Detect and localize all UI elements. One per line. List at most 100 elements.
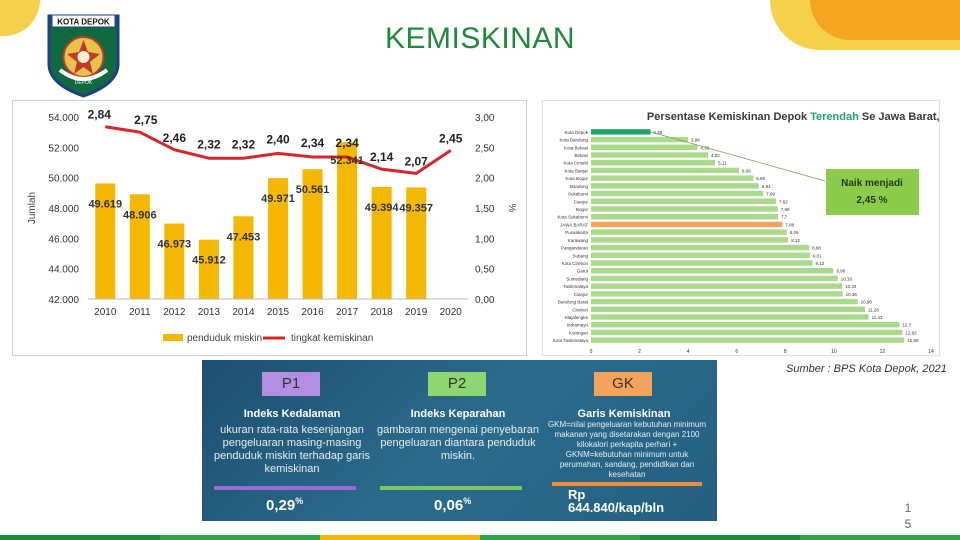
bar [406, 187, 427, 299]
category-label: Bandung Barat [558, 300, 589, 305]
bar [591, 337, 905, 343]
p2-description: gambaran mengenai penyebaran pengeluaran… [376, 424, 540, 462]
p1-badge: P1 [262, 372, 320, 396]
bar-data-label: 6,09 [742, 168, 751, 173]
bar [591, 275, 838, 282]
y-tick-label: 50.000 [48, 174, 79, 185]
category-label: Kota Bogor [565, 176, 588, 181]
bar [591, 198, 777, 204]
bar-data-label: 49.971 [261, 193, 295, 205]
bar [302, 169, 323, 299]
bar-data-label: 12,82 [905, 330, 917, 335]
bar-data-label: 48.906 [123, 209, 157, 221]
x-tick-label: 2013 [198, 307, 221, 318]
p1-heading: Indeks Kedalaman [243, 408, 341, 420]
y-tick-label: 54.000 [48, 113, 79, 124]
bar-data-label: 10,34 [845, 284, 857, 289]
bar [591, 329, 903, 336]
chart-title: Persentase Kemiskinan Depok Terendah Se … [647, 111, 941, 123]
bar-data-label: 47.453 [227, 231, 261, 243]
bar-data-label: 7,62 [779, 199, 788, 204]
annotation-text: 2,45 % [856, 195, 887, 206]
bar [371, 186, 392, 299]
bar [591, 152, 709, 158]
y2-tick-label: 1,50 [475, 204, 495, 215]
bar [591, 306, 865, 312]
p2-value: 0,06% [434, 496, 472, 514]
bar-data-label: 9,12 [815, 261, 824, 266]
gk-badge: GK [594, 372, 652, 396]
bar [591, 214, 778, 220]
regional-poverty-chart: Persentase Kemiskinan Depok Terendah Se … [553, 111, 960, 355]
x-tick-label: 10 [831, 349, 837, 355]
line-data-label: 2,07 [405, 154, 429, 168]
line-data-label: 2,46 [163, 131, 187, 145]
bar-data-label: 8,06 [790, 230, 799, 235]
bar-data-label: 7,69 [781, 207, 790, 212]
y2-tick-label: 3,00 [475, 113, 495, 124]
bar-data-label: 10,16 [841, 276, 853, 281]
annotation-text: Naik menjadi [841, 178, 903, 189]
category-label: Garut [577, 269, 589, 274]
y2-tick-label: 2,00 [475, 174, 495, 185]
x-tick-label: 2019 [405, 307, 428, 318]
line-data-label: 2,14 [370, 150, 394, 164]
bar-data-label: 46.973 [158, 239, 192, 251]
bar [591, 244, 810, 251]
bar-data-label: 8,98 [812, 246, 821, 251]
category-label: Cianjur [574, 292, 589, 297]
bar [591, 260, 813, 266]
category-label: Kota Bandung [559, 138, 588, 143]
bar-data-label: 49.619 [88, 198, 122, 210]
y-tick-label: 42.000 [48, 295, 79, 306]
line-data-label: 2,84 [88, 108, 112, 122]
bar [591, 291, 843, 297]
bar-data-label: 10,98 [861, 300, 873, 305]
source-note: Sumber : BPS Kota Depok, 2021 [786, 363, 947, 375]
bar-data-label: 6,68 [756, 176, 765, 181]
bottom-color-strip [0, 535, 960, 540]
bar-data-label: 12,7 [902, 323, 911, 328]
corner-decoration-right-inner [810, 0, 960, 40]
x-tick-label: 0 [590, 349, 593, 355]
x-tick-label: 2 [638, 349, 641, 355]
bar-data-label: 11,43 [872, 315, 883, 320]
category-label: Kota Sukabumi [557, 215, 588, 220]
y-axis-label: Jumlah [27, 192, 38, 224]
x-tick-label: 2012 [163, 307, 186, 318]
p2-heading: Indeks Keparahan [410, 408, 506, 420]
category-label: Cianjur [574, 199, 589, 204]
category-label: Kota Depok [564, 130, 588, 135]
x-tick-label: 12 [880, 349, 886, 355]
x-tick-label: 14 [928, 349, 934, 355]
gk-heading: Garis Kemiskinan [577, 408, 671, 420]
bar [591, 183, 759, 189]
bar-data-label: 50.561 [296, 184, 330, 196]
kota-depok-logo: KOTA DEPOK DEPOK [47, 14, 120, 98]
page-title: KEMISKINAN [384, 22, 576, 55]
y2-tick-label: 0,50 [475, 265, 495, 276]
category-label: Cirebon [572, 307, 588, 312]
x-tick-label: 6 [735, 349, 738, 355]
category-label: Indramayu [567, 323, 589, 328]
line-data-label: 2,45 [439, 131, 463, 145]
regional-poverty-chart-panel: Persentase Kemiskinan Depok Terendah Se … [542, 100, 960, 356]
page-number: 1 5 [904, 501, 912, 531]
p2-underline [380, 486, 522, 490]
y2-axis-label: % [506, 204, 517, 213]
bar [591, 221, 783, 228]
x-tick-label: 2015 [267, 307, 290, 318]
bar [591, 283, 843, 289]
bar-data-label: 49.357 [399, 202, 433, 214]
category-label: Kota Bekasi [564, 145, 588, 150]
category-label: Sukabumi [568, 192, 588, 197]
category-label: Bogor [576, 207, 589, 212]
gk-value: Rp 644.840/kap/bln [568, 487, 665, 515]
bar [591, 136, 688, 143]
gk-description: GKM=nilai pengeluaran kebutuhan minimum … [547, 420, 707, 479]
p1-underline [214, 486, 356, 490]
bar [591, 190, 764, 197]
category-label: Kota Cirebon [562, 261, 589, 266]
p1-value: 0,29% [266, 496, 304, 514]
bar [591, 206, 778, 212]
